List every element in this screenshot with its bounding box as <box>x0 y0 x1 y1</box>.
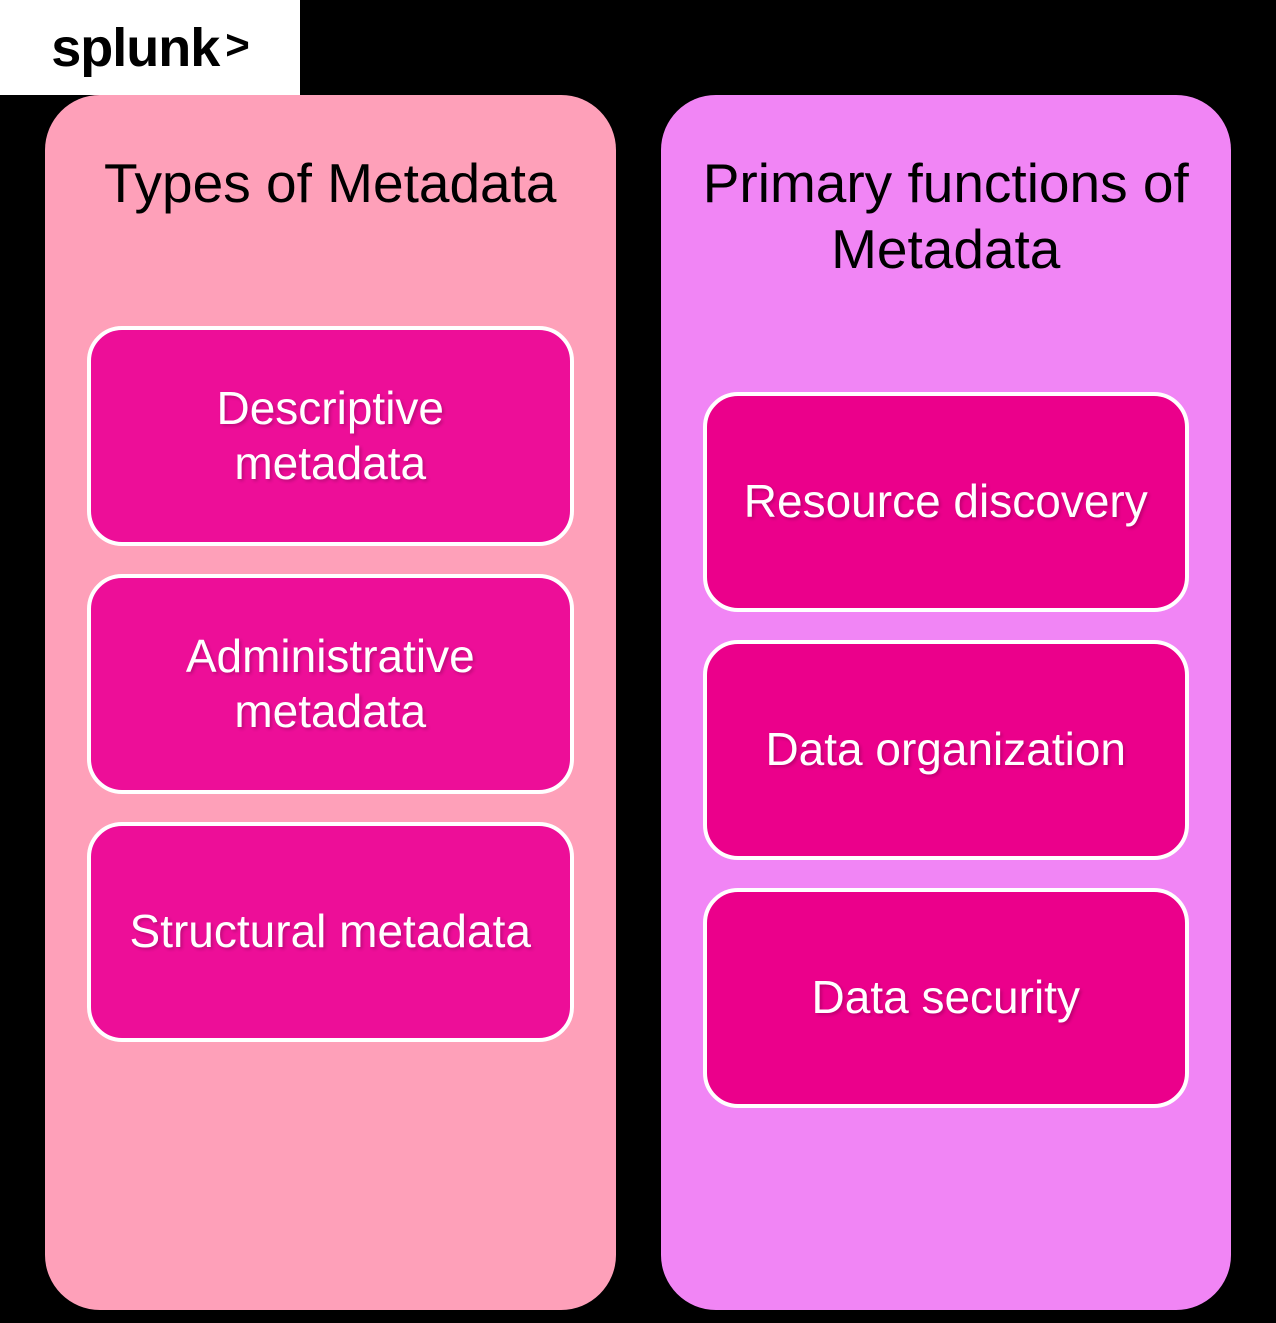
panel-types-title: Types of Metadata <box>104 150 557 216</box>
types-item-administrative: Administrative metadata <box>87 574 574 794</box>
logo-text: splunk> <box>51 17 249 79</box>
panel-types-items: Descriptive metadata Administrative meta… <box>87 326 574 1042</box>
types-item-structural: Structural metadata <box>87 822 574 1042</box>
item-label: Data organization <box>765 722 1126 777</box>
functions-item-data-organization: Data organization <box>703 640 1190 860</box>
item-label: Structural metadata <box>130 904 531 959</box>
item-label: Data security <box>812 970 1080 1025</box>
panel-functions-items: Resource discovery Data organization Dat… <box>703 392 1190 1108</box>
panels-container: Types of Metadata Descriptive metadata A… <box>45 95 1231 1310</box>
panel-types: Types of Metadata Descriptive metadata A… <box>45 95 616 1310</box>
functions-item-data-security: Data security <box>703 888 1190 1108</box>
panel-functions-title: Primary functions of Metadata <box>703 150 1190 282</box>
item-label: Descriptive metadata <box>119 381 542 491</box>
types-item-descriptive: Descriptive metadata <box>87 326 574 546</box>
logo-word: splunk <box>51 17 219 79</box>
panel-functions: Primary functions of Metadata Resource d… <box>661 95 1232 1310</box>
item-label: Resource discovery <box>744 474 1148 529</box>
logo-chevron-icon: > <box>225 21 249 69</box>
logo-box: splunk> <box>0 0 300 95</box>
item-label: Administrative metadata <box>119 629 542 739</box>
functions-item-resource-discovery: Resource discovery <box>703 392 1190 612</box>
